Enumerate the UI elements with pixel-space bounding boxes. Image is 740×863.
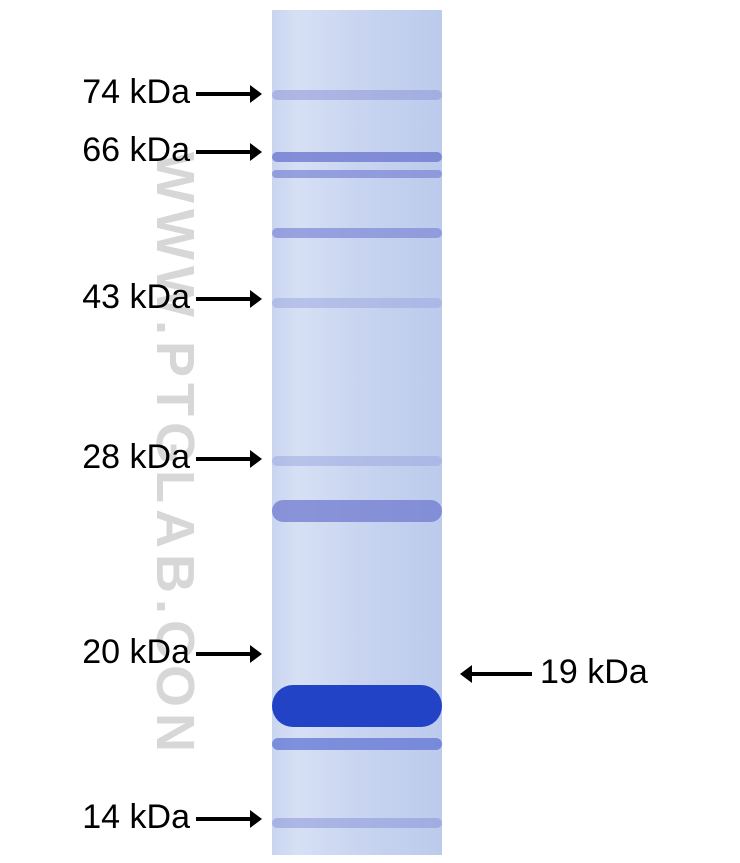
marker-label-left: 74 kDa <box>82 73 190 112</box>
band-26 <box>272 500 442 522</box>
band-19 <box>272 685 442 727</box>
target-arrow-shaft <box>472 672 532 676</box>
marker-label-left: 14 kDa <box>82 798 190 837</box>
band-66b <box>272 170 442 178</box>
marker-arrow-head <box>250 645 262 663</box>
band-55 <box>272 228 442 238</box>
marker-arrow-shaft <box>196 817 250 821</box>
band-14 <box>272 818 442 828</box>
gel-lane <box>272 10 442 855</box>
marker-arrow-head <box>250 143 262 161</box>
band-18 <box>272 738 442 750</box>
band-74 <box>272 90 442 100</box>
marker-arrow-shaft <box>196 297 250 301</box>
marker-arrow-head <box>250 290 262 308</box>
marker-arrow-head <box>250 810 262 828</box>
marker-label-left: 28 kDa <box>82 438 190 477</box>
marker-arrow-head <box>250 85 262 103</box>
marker-arrow-shaft <box>196 150 250 154</box>
marker-arrow-shaft <box>196 652 250 656</box>
marker-label-left: 66 kDa <box>82 131 190 170</box>
marker-label-left: 20 kDa <box>82 633 190 672</box>
band-66a <box>272 152 442 162</box>
marker-arrow-shaft <box>196 92 250 96</box>
gel-figure: WWW.PTGLAB.CON 74 kDa66 kDa43 kDa28 kDa2… <box>0 0 740 863</box>
marker-label-left: 43 kDa <box>82 278 190 317</box>
target-label-right: 19 kDa <box>540 653 648 692</box>
marker-arrow-shaft <box>196 457 250 461</box>
band-43 <box>272 298 442 308</box>
band-28 <box>272 456 442 466</box>
target-arrow-head <box>460 665 472 683</box>
marker-arrow-head <box>250 450 262 468</box>
